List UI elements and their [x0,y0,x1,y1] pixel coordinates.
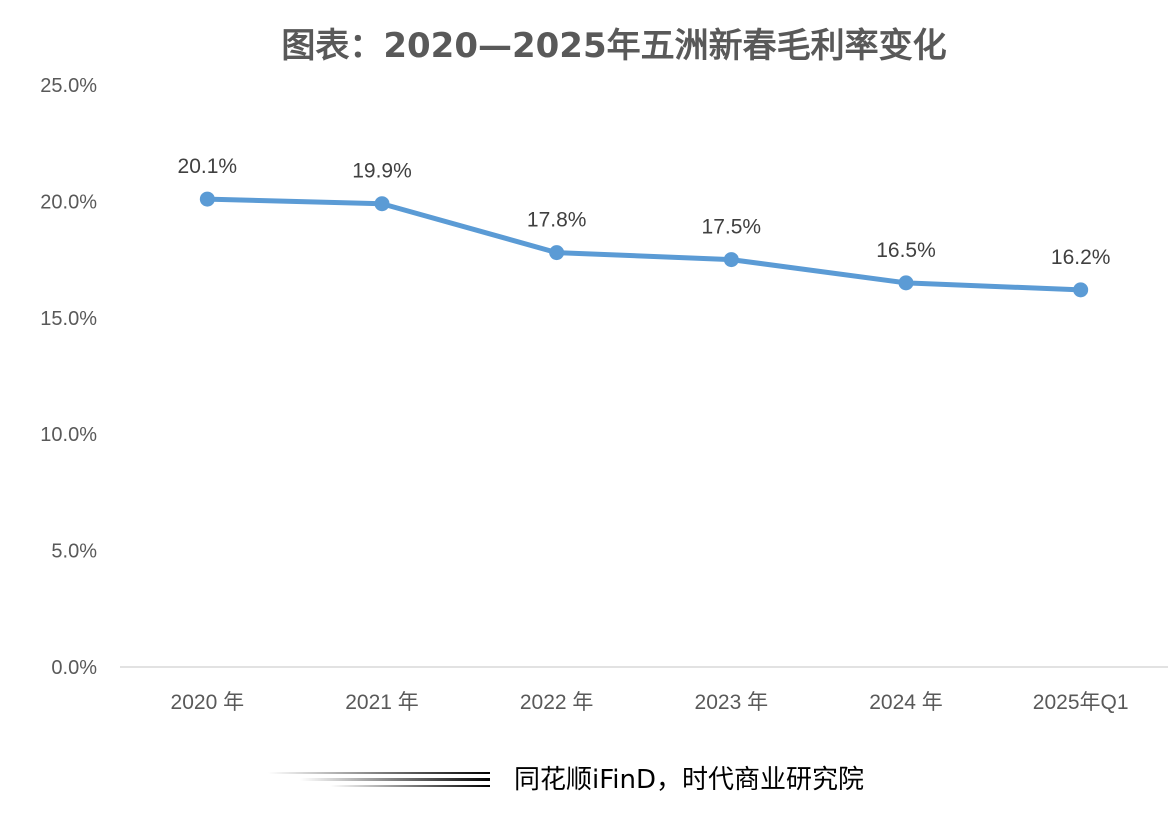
chart-title: 图表：2020—2025年五洲新春毛利率变化 [281,26,946,66]
data-label: 17.5% [702,216,762,239]
source-note: 同花顺iFinD，时代商业研究院 [514,765,864,795]
y-tick-label: 5.0% [51,541,97,563]
data-point [374,196,390,212]
x-tick-label: 2020 年 [171,691,245,714]
y-tick-label: 15.0% [40,308,97,330]
data-point [898,275,914,291]
source-logo-icon [268,772,490,787]
data-point [723,252,739,268]
x-tick-label: 2022 年 [520,691,594,714]
data-label: 16.2% [1051,246,1111,269]
data-label: 16.5% [876,239,936,262]
data-label: 20.1% [178,155,238,178]
x-tick-label: 2021 年 [345,691,419,714]
data-label: 19.9% [352,160,412,183]
series-line [204,196,1084,293]
data-points [199,191,1089,298]
data-label: 17.8% [527,209,587,232]
y-tick-label: 0.0% [51,657,97,679]
x-axis-labels: 2020 年 2021 年 2022 年 2023 年 2024 年 2025年Q1 [171,691,1129,714]
x-tick-label: 2025年Q1 [1033,691,1129,714]
y-tick-label: 25.0% [40,75,97,97]
y-tick-label: 20.0% [40,191,97,213]
data-point [549,245,565,261]
data-point [199,191,215,207]
data-point [1073,282,1089,298]
x-tick-label: 2023 年 [695,691,769,714]
x-tick-label: 2024 年 [869,691,943,714]
data-labels: 20.1% 19.9% 17.8% 17.5% 16.5% 16.2% [178,155,1111,269]
y-axis-labels: 0.0% 5.0% 10.0% 15.0% 20.0% 25.0% [40,75,97,679]
y-tick-label: 10.0% [40,424,97,446]
